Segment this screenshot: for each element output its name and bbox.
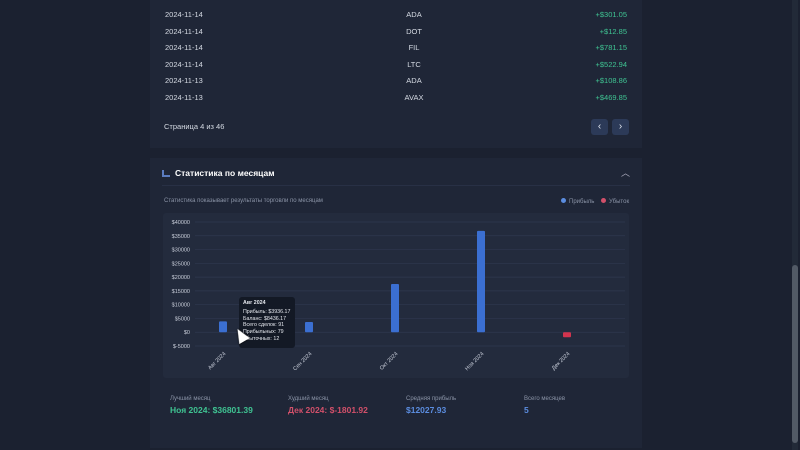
profit-dot-icon [561, 198, 566, 203]
trade-date: 2024-11-13 [165, 93, 203, 102]
y-tick-label: $0 [184, 330, 190, 336]
trade-coin: ADA [406, 10, 422, 19]
trade-date: 2024-11-14 [165, 43, 203, 53]
tooltip-line: Прибыль: $3936.17 [243, 308, 291, 315]
worst-month: Худший месяц Дек 2024: $-1801.92 [288, 396, 368, 415]
trade-coin: AVAX [404, 93, 424, 102]
worst-month-value: Дек 2024: $-1801.92 [288, 405, 368, 415]
bar-1[interactable] [305, 322, 313, 333]
section-header[interactable]: Статистика по месяцам ︿ [162, 164, 630, 186]
trade-pnl: +$12.85 [599, 26, 627, 36]
chevron-up-icon[interactable]: ︿ [620, 168, 630, 178]
y-tick-label: $20000 [172, 275, 190, 281]
tooltip-line: Убыточных: 12 [243, 335, 280, 342]
average-profit: Средняя прибыль $12027.93 [406, 396, 456, 415]
chart-area: $40000 $35000 $30000 $25000 $20000 $15000 $100… [163, 213, 629, 378]
best-month-value: Ноя 2024: $36801.39 [170, 405, 253, 415]
y-tick-label: $30000 [172, 248, 190, 254]
next-page-button[interactable]: › [612, 119, 629, 135]
y-tick-label: $-5000 [173, 344, 190, 350]
x-tick-label: Дек 2024 [551, 351, 571, 371]
scrollbar-track[interactable] [792, 0, 798, 450]
bar-2[interactable] [391, 283, 399, 333]
section-subtitle: Статистика показывает результаты торговл… [164, 198, 323, 204]
y-tick-label: $15000 [172, 289, 190, 295]
chevron-left-icon: ‹ [597, 121, 602, 132]
y-tick-label: $5000 [175, 316, 190, 322]
average-profit-label: Средняя прибыль [406, 396, 457, 402]
scrollbar-thumb[interactable] [792, 265, 798, 443]
table-row: 2024-11-14 DOT +$12.85 [165, 24, 627, 40]
best-month-label: Лучший месяц [170, 396, 211, 402]
chevron-right-icon: › [618, 121, 623, 132]
trade-date: 2024-11-13 [165, 76, 203, 86]
table-row: 2024-11-14 ADA +$301.05 [165, 7, 627, 23]
table-row: 2024-11-13 ADA +$108.86 [165, 73, 627, 89]
trade-date: 2024-11-14 [165, 10, 203, 19]
trade-pnl: +$469.85 [595, 93, 628, 102]
y-tick-label: $40000 [172, 220, 190, 226]
page-indicator: Страница 4 из 46 [164, 122, 225, 131]
y-tick-label: $10000 [172, 303, 190, 309]
trade-pnl: +$522.94 [595, 59, 628, 69]
table-row: 2024-11-14 LTC +$522.94 [165, 57, 627, 73]
x-tick-label: Окт 2024 [379, 351, 400, 372]
legend-loss: Убыток [601, 198, 629, 205]
bar-3[interactable] [477, 230, 485, 333]
chart-icon [162, 170, 170, 177]
monthly-bar-chart: $40000 $35000 $30000 $25000 $20000 $15000 $100… [172, 220, 625, 372]
legend-profit-label: Прибыль [569, 199, 595, 205]
loss-dot-icon [601, 198, 606, 203]
trade-pnl: +$781.15 [595, 43, 628, 53]
trade-coin: ADA [406, 76, 422, 86]
tooltip-line: Баланс: $8436.17 [243, 315, 287, 322]
worst-month-label: Худший месяц [288, 396, 329, 402]
total-months: Всего месяцев 5 [524, 396, 565, 415]
tooltip-title: Авг 2024 [243, 300, 266, 306]
trade-coin: LTC [407, 59, 421, 69]
x-tick-label: Ноя 2024 [464, 351, 485, 372]
tooltip-line: Прибыльных: 79 [243, 329, 284, 336]
total-months-label: Всего месяцев [524, 396, 566, 402]
table-row: 2024-11-14 FIL +$781.15 [165, 40, 627, 56]
best-month: Лучший месяц Ноя 2024: $36801.39 [170, 396, 253, 415]
y-tick-label: $25000 [172, 261, 190, 267]
table-row: 2024-11-13 AVAX +$469.85 [165, 90, 627, 106]
trade-coin: DOT [406, 26, 422, 36]
trade-date: 2024-11-14 [165, 26, 203, 36]
prev-page-button[interactable]: ‹ [591, 119, 608, 135]
monthly-stats-card: Статистика по месяцам ︿ Статистика показ… [150, 158, 642, 448]
legend-loss-label: Убыток [609, 199, 630, 205]
section-title: Статистика по месяцам [175, 168, 275, 178]
bar-4[interactable] [563, 332, 571, 338]
bar-0[interactable] [219, 321, 227, 333]
trades-card: 2024-11-14 ADA +$301.05 2024-11-14 DOT +$12.8… [150, 0, 642, 148]
tooltip-line: Всего сделок: 91 [243, 322, 285, 329]
chart-tooltip: Авг 2024 Прибыль: $3936.17 Баланс: $8436… [239, 297, 295, 348]
trade-date: 2024-11-14 [165, 59, 203, 69]
total-months-value: 5 [524, 405, 529, 415]
x-tick-label: Авг 2024 [207, 351, 227, 371]
trade-coin: FIL [408, 43, 420, 53]
x-tick-label: Сен 2024 [292, 351, 313, 372]
legend-profit: Прибыль [561, 198, 594, 205]
average-profit-value: $12027.93 [406, 405, 447, 415]
trade-pnl: +$108.86 [595, 76, 628, 86]
y-tick-label: $35000 [172, 234, 190, 240]
trade-pnl: +$301.05 [595, 10, 628, 19]
